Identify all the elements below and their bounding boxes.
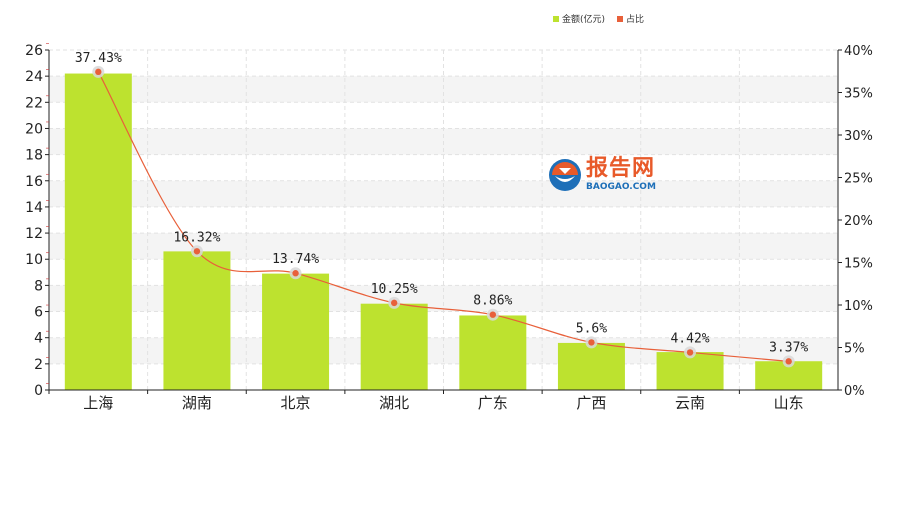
right-tick-label: 35% [844, 87, 873, 102]
left-tick-label: 8 [34, 278, 43, 294]
right-tick-label: 10% [844, 299, 873, 314]
data-label-湖南: 16.32% [173, 230, 220, 245]
point-广东 [489, 311, 497, 318]
bar-湖北 [360, 303, 428, 390]
legend-swatch-share [617, 15, 624, 22]
bar-广西 [557, 342, 625, 390]
left-tick-label: 4 [34, 331, 43, 347]
left-tick-label: 18 [25, 148, 43, 164]
legend-label-amount: 金额(亿元) [562, 15, 606, 25]
left-tick-label: 6 [34, 305, 43, 321]
x-label-广西: 广西 [576, 394, 606, 412]
right-tick-label: 30% [844, 129, 873, 144]
x-label-湖南: 湖南 [182, 394, 212, 412]
x-label-广东: 广东 [478, 394, 508, 412]
bar-上海 [64, 73, 132, 391]
data-label-湖北: 10.25% [371, 282, 418, 297]
share-points [92, 65, 795, 368]
data-label-北京: 13.74% [272, 252, 319, 267]
left-tick-label: 14 [25, 200, 43, 216]
data-label-广西: 5.6% [576, 321, 607, 336]
legend-swatch-amount [553, 15, 559, 22]
point-上海 [95, 68, 102, 76]
left-tick-label: 12 [25, 226, 43, 242]
data-label-广东: 8.86% [473, 294, 512, 309]
left-tick-label: 26 [25, 43, 43, 59]
x-label-上海: 上海 [83, 394, 113, 412]
right-tick-label: 20% [844, 214, 873, 229]
logo-title: 报告网 [586, 156, 656, 181]
right-axis-ticks: 0% 5% 10% 15% 20% 25% 30% 35% 40% [838, 44, 873, 399]
x-label-云南: 云南 [675, 394, 705, 412]
right-tick-label: 15% [844, 257, 873, 272]
left-tick-label: 2 [34, 357, 43, 373]
x-label-北京: 北京 [281, 394, 311, 412]
share-data-labels: 37.43% 16.32% 13.74% 10.25% 8.86% 5.6% 4.42% 3.… [75, 51, 809, 356]
data-label-山东: 3.37% [769, 340, 808, 355]
left-tick-label: 10 [25, 252, 43, 268]
bar-series [64, 73, 823, 391]
x-label-湖北: 湖北 [379, 394, 409, 412]
legend-label-share: 占比 [626, 15, 645, 25]
point-广西 [588, 339, 595, 346]
watermark-logo: 报告网 BAOGAO.COM [548, 158, 656, 192]
x-label-山东: 山东 [774, 394, 804, 412]
left-tick-label: 20 [25, 121, 43, 137]
point-云南 [686, 349, 694, 356]
legend-item-share[interactable]: 占比 [617, 12, 644, 25]
left-tick-label: 16 [25, 174, 43, 190]
right-tick-label: 5% [844, 342, 865, 357]
left-tick-label: 22 [25, 95, 43, 111]
logo-icon [549, 159, 581, 191]
data-label-上海: 37.43% [75, 51, 122, 66]
legend-item-amount[interactable]: 金额(亿元) [553, 12, 605, 25]
bar-广东 [459, 315, 527, 390]
point-山东 [785, 358, 792, 365]
legend: 金额(亿元) 占比 [553, 12, 644, 25]
right-tick-label: 40% [844, 44, 873, 59]
bar-湖南 [163, 251, 231, 390]
data-label-云南: 4.42% [670, 331, 709, 346]
point-湖南 [193, 248, 201, 255]
left-tick-label: 24 [25, 69, 43, 85]
logo-subtitle: BAOGAO.COM [586, 182, 656, 192]
point-北京 [292, 270, 299, 277]
right-tick-label: 0% [844, 384, 865, 399]
right-tick-label: 25% [844, 172, 873, 187]
bar-北京 [262, 273, 330, 390]
point-湖北 [390, 299, 398, 307]
x-axis-labels: 上海 湖南 北京 湖北 广东 广西 云南 山东 [48, 390, 804, 412]
left-tick-label: 0 [34, 383, 43, 399]
